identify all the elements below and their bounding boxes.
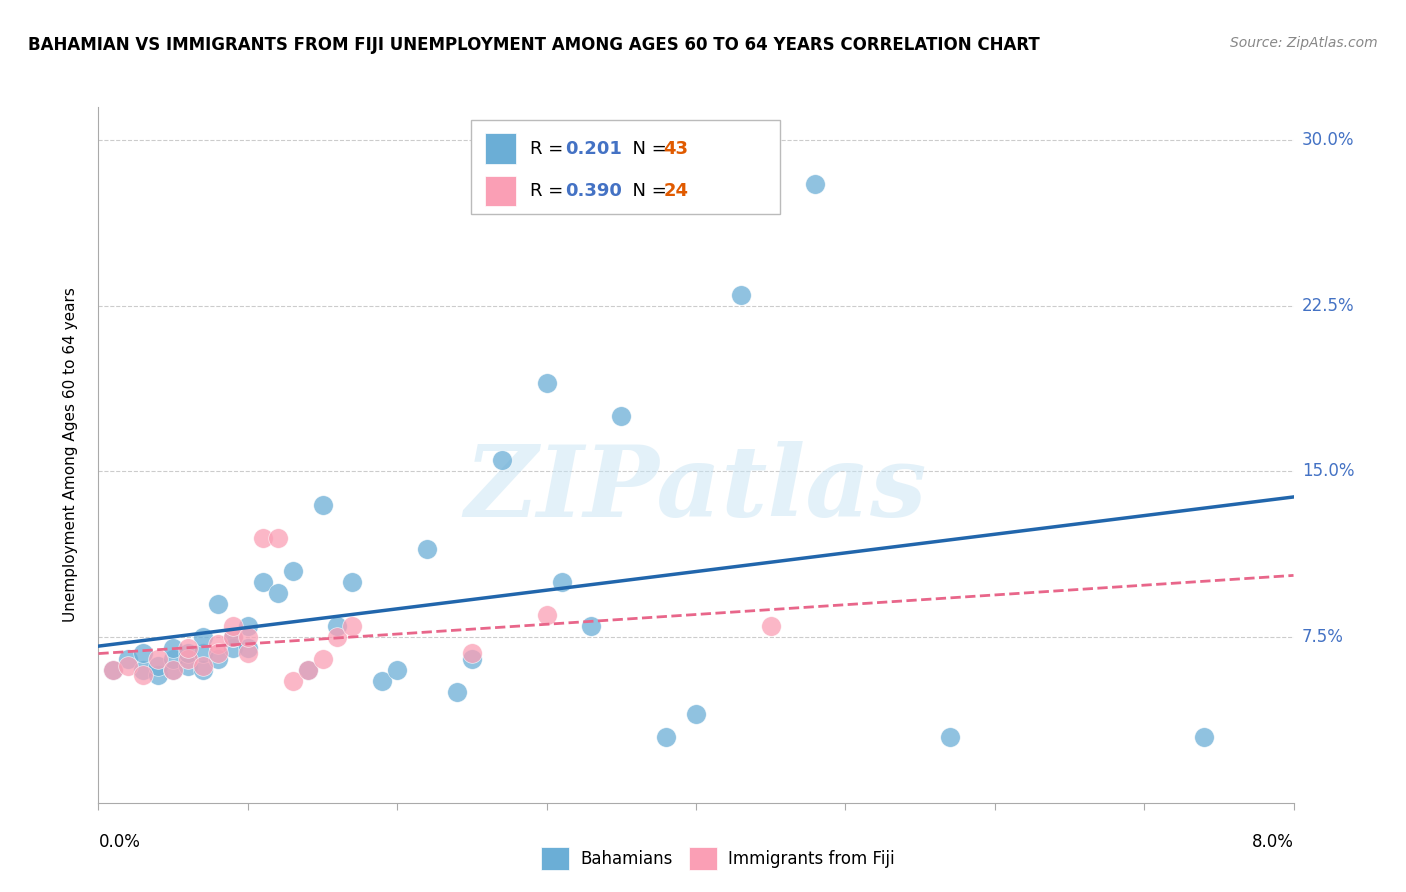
- Point: [1192, 730, 1215, 744]
- Point: [252, 574, 274, 589]
- Point: [461, 646, 484, 660]
- Text: R =: R =: [530, 139, 569, 158]
- Text: 15.0%: 15.0%: [1302, 462, 1354, 481]
- Point: [222, 641, 245, 656]
- Text: ZIPatlas: ZIPatlas: [465, 442, 927, 538]
- Point: [162, 641, 184, 656]
- Point: [162, 663, 184, 677]
- Text: 0.201: 0.201: [565, 139, 621, 158]
- Point: [446, 685, 468, 699]
- Point: [461, 652, 484, 666]
- Point: [252, 531, 274, 545]
- Point: [162, 652, 184, 666]
- Point: [550, 574, 572, 589]
- Point: [103, 663, 125, 677]
- Text: 43: 43: [664, 139, 689, 158]
- Point: [326, 619, 349, 633]
- Point: [342, 574, 364, 589]
- Point: [177, 641, 200, 656]
- Text: Bahamians: Bahamians: [581, 849, 673, 868]
- Point: [536, 376, 558, 391]
- Point: [148, 667, 170, 681]
- Point: [132, 667, 155, 681]
- Point: [267, 586, 290, 600]
- Point: [177, 646, 200, 660]
- Point: [236, 630, 259, 644]
- Point: [207, 637, 229, 651]
- Point: [267, 531, 290, 545]
- Text: Immigrants from Fiji: Immigrants from Fiji: [728, 849, 896, 868]
- Point: [491, 453, 513, 467]
- Point: [416, 541, 439, 556]
- Point: [132, 646, 155, 660]
- Point: [581, 619, 603, 633]
- Text: 8.0%: 8.0%: [1251, 833, 1294, 851]
- Point: [191, 658, 214, 673]
- Point: [297, 663, 319, 677]
- Text: 30.0%: 30.0%: [1302, 131, 1354, 149]
- Point: [177, 658, 200, 673]
- Point: [191, 646, 214, 660]
- Point: [939, 730, 962, 744]
- Point: [207, 646, 229, 660]
- Point: [236, 641, 259, 656]
- Point: [132, 663, 155, 677]
- Point: [281, 564, 304, 578]
- Text: 7.5%: 7.5%: [1302, 628, 1344, 646]
- Text: BAHAMIAN VS IMMIGRANTS FROM FIJI UNEMPLOYMENT AMONG AGES 60 TO 64 YEARS CORRELAT: BAHAMIAN VS IMMIGRANTS FROM FIJI UNEMPLO…: [28, 36, 1040, 54]
- Point: [804, 178, 827, 192]
- Text: 0.390: 0.390: [565, 182, 621, 200]
- Point: [281, 674, 304, 689]
- Point: [685, 707, 707, 722]
- Point: [371, 674, 394, 689]
- Point: [385, 663, 409, 677]
- Point: [207, 597, 229, 611]
- Y-axis label: Unemployment Among Ages 60 to 64 years: Unemployment Among Ages 60 to 64 years: [63, 287, 77, 623]
- Text: 24: 24: [664, 182, 689, 200]
- Text: N =: N =: [621, 182, 673, 200]
- Text: N =: N =: [621, 139, 673, 158]
- Point: [191, 630, 214, 644]
- Point: [236, 646, 259, 660]
- Point: [759, 619, 782, 633]
- Point: [148, 652, 170, 666]
- Text: Source: ZipAtlas.com: Source: ZipAtlas.com: [1230, 36, 1378, 50]
- Point: [297, 663, 319, 677]
- Point: [222, 630, 245, 644]
- Point: [148, 658, 170, 673]
- Point: [342, 619, 364, 633]
- Text: R =: R =: [530, 182, 569, 200]
- Point: [117, 658, 139, 673]
- Point: [162, 663, 184, 677]
- Point: [311, 498, 333, 512]
- Point: [610, 409, 633, 424]
- Point: [103, 663, 125, 677]
- Text: 0.0%: 0.0%: [98, 833, 141, 851]
- Point: [191, 663, 214, 677]
- Point: [655, 730, 678, 744]
- Point: [177, 652, 200, 666]
- Point: [311, 652, 333, 666]
- Point: [222, 619, 245, 633]
- Point: [326, 630, 349, 644]
- Point: [730, 287, 752, 301]
- Point: [222, 630, 245, 644]
- Point: [207, 652, 229, 666]
- Point: [236, 619, 259, 633]
- Point: [117, 652, 139, 666]
- Point: [536, 608, 558, 623]
- Text: 22.5%: 22.5%: [1302, 297, 1354, 315]
